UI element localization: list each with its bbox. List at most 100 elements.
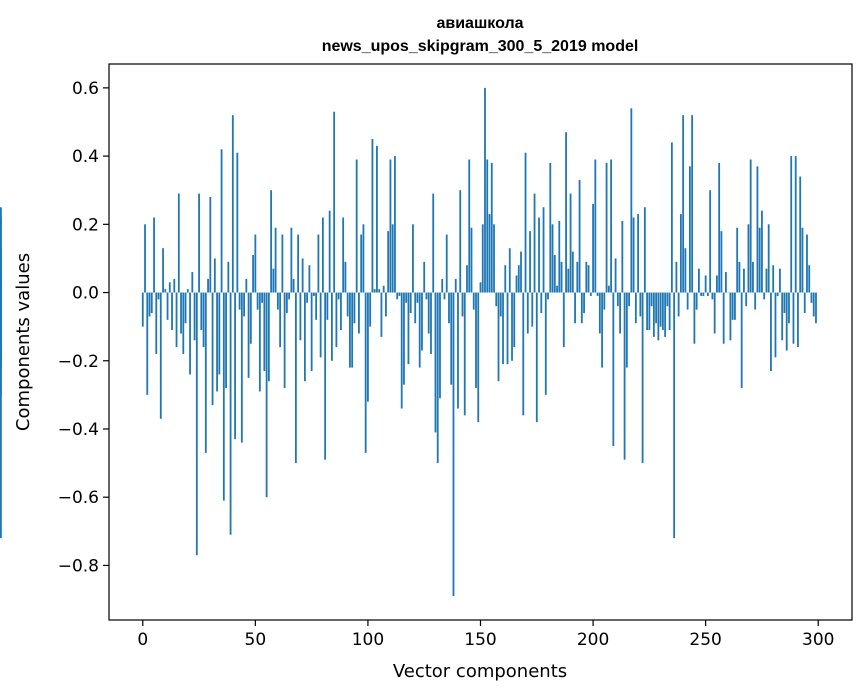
bar-130	[434, 292, 437, 433]
bar-2	[146, 292, 149, 395]
bar-284	[781, 292, 784, 341]
bar-9	[162, 248, 164, 293]
bar-41	[234, 292, 236, 440]
bar-95	[355, 159, 358, 293]
bar-248	[700, 292, 703, 296]
bar-87	[337, 292, 340, 300]
y-tick-label: 0.2	[72, 215, 99, 235]
bar-231	[661, 292, 664, 331]
bar-184	[556, 285, 558, 293]
bar-7	[157, 292, 160, 300]
bar-120	[412, 224, 414, 293]
bar-249	[702, 292, 705, 296]
bar-104	[376, 145, 378, 293]
bar-200	[592, 203, 594, 293]
bar-207	[607, 285, 610, 293]
bar-123	[418, 292, 421, 368]
bar-266	[740, 292, 743, 389]
bar-293	[801, 227, 804, 293]
bar-70	[299, 292, 302, 341]
bar-121	[414, 292, 417, 324]
bar-282	[776, 292, 779, 296]
bar-112	[394, 156, 396, 293]
bar-73	[306, 292, 309, 303]
bar-161	[504, 265, 507, 293]
bar-152	[484, 87, 486, 293]
bar-92	[349, 292, 351, 368]
bars-group	[0, 87, 817, 597]
bar-222	[641, 292, 644, 464]
bar-105	[378, 289, 381, 293]
bar-91	[346, 292, 349, 317]
bar-246	[695, 292, 698, 310]
bar-17	[180, 292, 182, 334]
bar-240	[682, 115, 685, 293]
bar-275	[761, 210, 763, 293]
bar-159	[499, 292, 502, 317]
bar-46	[245, 278, 248, 293]
bar-190	[569, 193, 572, 293]
bar-270	[749, 159, 752, 293]
bar-113	[396, 292, 399, 300]
bar-108	[385, 292, 387, 317]
bar-125	[423, 261, 426, 293]
bar-238	[677, 292, 680, 317]
bar-119	[409, 292, 412, 314]
bar-297	[810, 292, 813, 303]
bar-189	[567, 268, 570, 293]
bar-135	[445, 234, 448, 293]
bar-36	[222, 292, 225, 501]
bar-65	[288, 292, 291, 300]
bar-274	[758, 227, 761, 293]
bar-96	[358, 292, 360, 334]
bar-11	[166, 292, 169, 320]
bar-178	[542, 207, 545, 293]
bar-71	[301, 258, 304, 293]
bar-292	[799, 176, 802, 293]
bar-21	[189, 292, 191, 375]
bar-10	[164, 289, 167, 293]
bar-67	[292, 278, 295, 293]
bar-1	[144, 224, 146, 293]
bar-163	[508, 248, 511, 293]
bar-289	[792, 292, 795, 344]
bar-148	[475, 292, 477, 389]
bar-269	[747, 224, 750, 293]
bar-171	[526, 292, 529, 334]
bar-183	[553, 255, 556, 293]
bar-166	[515, 275, 518, 293]
bar-199	[589, 292, 592, 296]
bar-167	[517, 265, 520, 293]
bar-243	[688, 166, 691, 293]
bar-158	[497, 292, 500, 382]
bar-40	[231, 115, 234, 293]
bar-299	[815, 292, 817, 324]
bar-202	[596, 292, 599, 296]
bar-26	[200, 292, 203, 331]
bar-37	[225, 292, 227, 389]
bar-196	[583, 292, 585, 314]
bar-144	[466, 265, 468, 293]
bar-206	[605, 162, 608, 293]
bar-79	[319, 292, 322, 358]
bar-280	[772, 265, 775, 293]
bar-8	[159, 292, 162, 419]
bar-56	[267, 292, 270, 382]
bar-77	[315, 292, 318, 320]
bar-34	[218, 292, 221, 375]
bar-195	[580, 292, 583, 324]
bar-230	[659, 292, 662, 327]
bar-27	[202, 292, 205, 348]
bar-211	[616, 292, 619, 307]
bar-264	[736, 227, 739, 293]
bar-19	[184, 292, 187, 324]
bar-147	[472, 292, 475, 310]
bar-20	[186, 289, 189, 293]
bar-18	[182, 292, 185, 354]
bar-23	[193, 292, 196, 341]
bar-90	[344, 261, 347, 293]
bar-85	[333, 111, 336, 293]
bar-48	[249, 292, 252, 344]
y-tick-label: 0.0	[72, 284, 99, 304]
bar-265	[738, 261, 741, 293]
